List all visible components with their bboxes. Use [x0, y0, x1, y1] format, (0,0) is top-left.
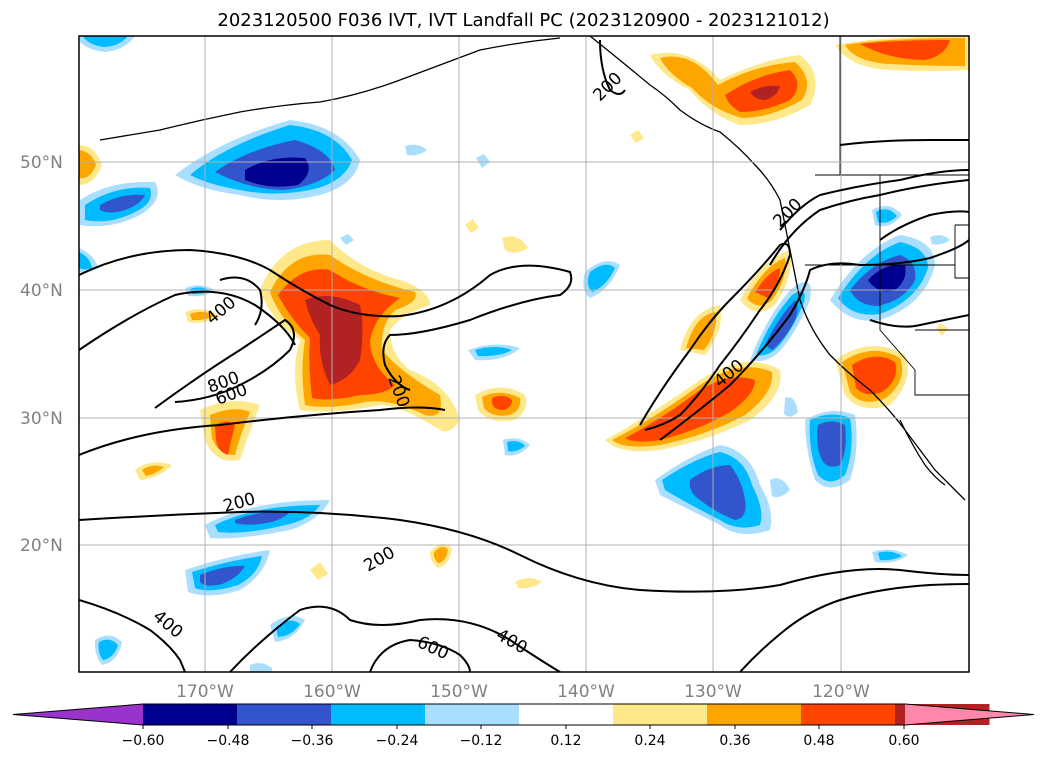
colorbar-tick-label: 0.48: [803, 733, 834, 749]
latitude-labels: 50°N 40°N 30°N 20°N: [20, 153, 63, 556]
lon-label-130w: 130°W: [684, 682, 742, 702]
longitude-labels: 170°W 160°W 150°W 140°W 130°W 120°W: [176, 682, 870, 702]
ivt-contours: [79, 39, 969, 672]
colorbar-tick-label: 0.36: [719, 733, 750, 749]
colorbar-tick-label: −0.24: [376, 733, 419, 749]
colorbar: −0.60 −0.48 −0.36 −0.24 −0.12 0.12 0.24 0.36 0.4…: [12, 703, 1035, 749]
colorbar-segment: [143, 704, 238, 725]
colorbar-tick-label: −0.36: [291, 733, 334, 749]
colorbar-tick-label: 0.24: [634, 733, 665, 749]
lon-label-160w: 160°W: [303, 682, 361, 702]
graticule: [79, 36, 969, 672]
colorbar-segment: [425, 704, 520, 725]
plot-border: [78, 35, 970, 673]
colorbar-tick-label: −0.48: [207, 733, 250, 749]
ivt-shading: [79, 36, 969, 672]
lat-label-40n: 40°N: [20, 281, 63, 301]
colorbar-segment: [237, 704, 332, 725]
colorbar-tick-label: −0.60: [122, 733, 165, 749]
colorbar-tick-label: 0.12: [550, 733, 581, 749]
colorbar-segment: [707, 704, 802, 725]
lon-label-140w: 140°W: [557, 682, 615, 702]
lat-label-50n: 50°N: [20, 153, 63, 173]
colorbar-tick-label: 0.60: [888, 733, 919, 749]
colorbar-segment: [613, 704, 708, 725]
colorbar-segment: [519, 704, 614, 725]
lon-label-150w: 150°W: [430, 682, 488, 702]
lon-label-170w: 170°W: [176, 682, 234, 702]
lon-label-120w: 120°W: [812, 682, 870, 702]
colorbar-segment: [801, 704, 896, 725]
lat-label-20n: 20°N: [20, 536, 63, 556]
colorbar-extend-high: [905, 704, 1034, 725]
colorbar-tick-label: −0.12: [460, 733, 503, 749]
map-title: 2023120500 F036 IVT, IVT Landfall PC (20…: [217, 10, 830, 31]
lat-label-30n: 30°N: [20, 409, 63, 429]
colorbar-extend-low: [13, 704, 143, 725]
colorbar-segment: [331, 704, 426, 725]
